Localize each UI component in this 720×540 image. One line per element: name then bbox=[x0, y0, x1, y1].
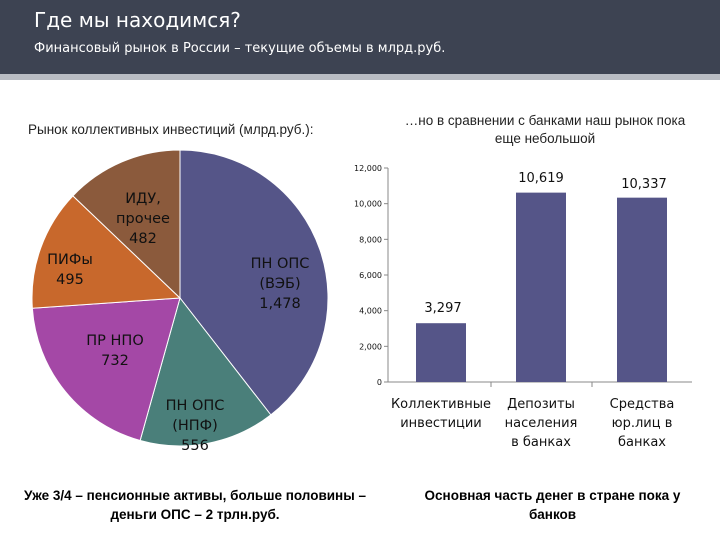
pie-slice bbox=[31, 297, 181, 442]
pie-slice-label: ПН ОПС (НПФ) 556 bbox=[166, 398, 225, 454]
caption-left: Уже 3/4 – пенсионные активы, больше поло… bbox=[23, 488, 366, 522]
pie-slice-label: ПН ОПС (ВЭБ) 1,478 bbox=[251, 256, 310, 312]
y-tick-label: 2,000 bbox=[359, 342, 382, 351]
pie-chart-title: Рынок коллективных инвестиций (млрд.руб.… bbox=[28, 122, 314, 137]
x-category-label: Коллективные инвестиции bbox=[391, 397, 491, 431]
bar-value-label: 3,297 bbox=[424, 301, 461, 316]
y-tick-label: 4,000 bbox=[359, 307, 382, 316]
pie-slice bbox=[72, 149, 181, 300]
pie-slice-label: ИДУ, прочее 482 bbox=[116, 191, 170, 247]
y-tick-label: 8,000 bbox=[359, 235, 382, 244]
bar bbox=[516, 192, 566, 382]
x-category-label: Депозиты населения в банках bbox=[505, 397, 578, 450]
y-tick-label: 6,000 bbox=[359, 271, 382, 280]
caption-right: Основная часть денег в стране пока у бан… bbox=[424, 488, 681, 522]
pie-slice bbox=[179, 149, 329, 416]
pie-slice-label: ПИФы 495 bbox=[47, 252, 93, 288]
y-tick-label: 12,000 bbox=[354, 164, 382, 173]
bar-value-label: 10,337 bbox=[621, 177, 667, 192]
page-title: Где мы находимся? bbox=[34, 8, 241, 32]
x-category-label: Средства юр.лиц в банках bbox=[610, 397, 675, 450]
bar bbox=[617, 197, 667, 382]
y-tick-label: 0 bbox=[377, 378, 382, 387]
bar-value-label: 10,619 bbox=[518, 171, 564, 186]
y-tick-label: 10,000 bbox=[354, 200, 382, 209]
bar-chart-title: …но в сравнении с банками наш рынок пока… bbox=[404, 113, 686, 146]
header-bar: Где мы находимся? Финансовый рынок в Рос… bbox=[0, 0, 720, 80]
page-subtitle: Финансовый рынок в России – текущие объе… bbox=[34, 41, 446, 56]
bar bbox=[416, 323, 466, 382]
pie-slice-label: ПР НПО 732 bbox=[86, 333, 143, 369]
pie-slice bbox=[31, 195, 182, 309]
pie-slice bbox=[139, 296, 272, 447]
